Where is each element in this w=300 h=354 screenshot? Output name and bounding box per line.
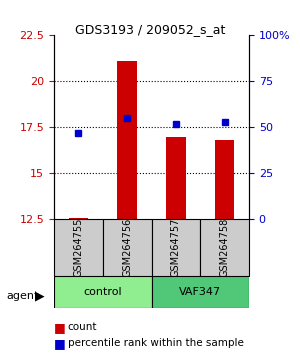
Text: control: control	[83, 287, 122, 297]
Text: agent: agent	[6, 291, 38, 301]
Text: count: count	[68, 322, 97, 332]
FancyBboxPatch shape	[103, 219, 152, 276]
Text: GSM264755: GSM264755	[74, 218, 83, 278]
Text: GSM264757: GSM264757	[171, 218, 181, 278]
FancyBboxPatch shape	[200, 219, 249, 276]
Bar	[69, 218, 88, 219]
Bar	[166, 137, 186, 219]
Text: GSM264758: GSM264758	[220, 218, 230, 278]
FancyBboxPatch shape	[152, 276, 249, 308]
Text: percentile rank within the sample: percentile rank within the sample	[68, 338, 243, 348]
Text: ■: ■	[54, 337, 66, 350]
Text: ▶: ▶	[34, 289, 44, 302]
Text: VAF347: VAF347	[179, 287, 221, 297]
Text: ■: ■	[54, 321, 66, 334]
FancyBboxPatch shape	[54, 219, 103, 276]
FancyBboxPatch shape	[152, 219, 200, 276]
FancyBboxPatch shape	[54, 276, 152, 308]
Text: GDS3193 / 209052_s_at: GDS3193 / 209052_s_at	[75, 23, 225, 36]
Bar	[117, 61, 137, 219]
Bar	[215, 140, 234, 219]
Text: GSM264756: GSM264756	[122, 218, 132, 278]
